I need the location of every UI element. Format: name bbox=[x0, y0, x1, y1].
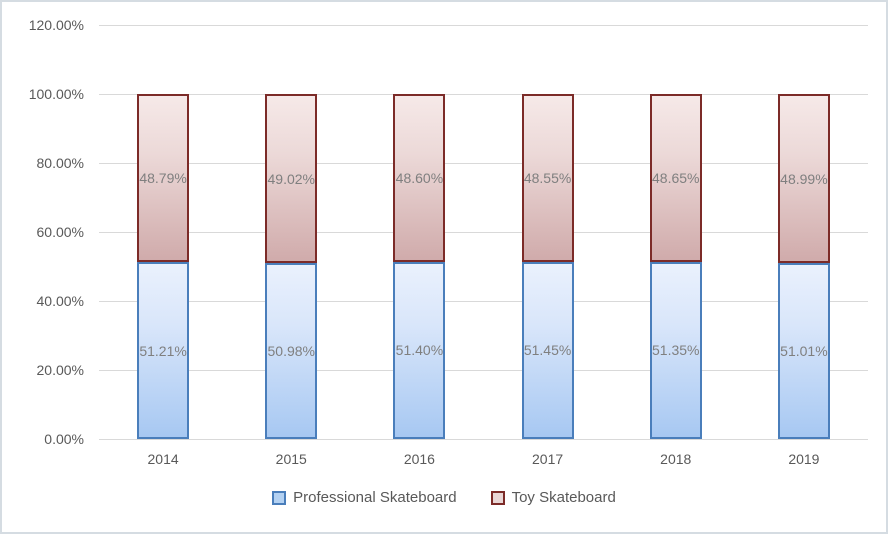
gridline-20 bbox=[99, 370, 868, 371]
x-tick-label: 2016 bbox=[403, 451, 435, 467]
gridline-60 bbox=[99, 232, 868, 233]
data-label: 51.45% bbox=[523, 342, 572, 359]
gridline-100 bbox=[99, 94, 868, 95]
bar-stack-2016: 51.40% 48.60% bbox=[393, 25, 446, 439]
gridline-120 bbox=[99, 25, 868, 26]
bar-stack-2014: 51.21% 48.79% bbox=[137, 25, 190, 439]
gridline-80 bbox=[99, 163, 868, 164]
bar-segment-2019-toy[interactable] bbox=[777, 94, 830, 264]
bar-segment-2017-toy[interactable] bbox=[521, 94, 574, 262]
plot-area: 51.21% 48.79% 50.98% 49.02% 51.40% 48.60% 51.4… bbox=[99, 25, 868, 440]
legend: Professional Skateboard Toy Skateboard bbox=[2, 489, 886, 506]
bar-segment-2015-toy[interactable] bbox=[265, 94, 318, 264]
bar-segment-2016-toy[interactable] bbox=[393, 94, 446, 262]
y-tick-label: 100.00% bbox=[28, 86, 84, 102]
y-tick-label: 20.00% bbox=[36, 362, 84, 378]
x-tick-label: 2017 bbox=[532, 451, 564, 467]
bar-segment-2019-professional[interactable] bbox=[777, 263, 830, 439]
x-tick-label: 2015 bbox=[275, 451, 307, 467]
data-label: 48.55% bbox=[523, 169, 572, 186]
gridline-0 bbox=[99, 439, 868, 440]
data-label: 51.01% bbox=[780, 343, 828, 359]
bar-segment-2014-professional[interactable] bbox=[137, 262, 190, 439]
legend-item-toy-skateboard[interactable]: Toy Skateboard bbox=[490, 489, 616, 506]
y-tick-label: 0.00% bbox=[44, 431, 84, 447]
bar-segment-2017-professional[interactable] bbox=[521, 261, 574, 439]
legend-marker-icon bbox=[490, 490, 505, 505]
data-label: 51.21% bbox=[139, 342, 187, 359]
legend-label: Toy Skateboard bbox=[511, 489, 616, 506]
data-label: 51.40% bbox=[395, 342, 444, 359]
x-tick-label: 2019 bbox=[788, 451, 820, 467]
x-tick-label: 2014 bbox=[147, 451, 179, 467]
bar-stack-2018: 51.35% 48.65% bbox=[649, 25, 702, 439]
y-tick-label: 40.00% bbox=[36, 293, 84, 309]
y-tick-label: 80.00% bbox=[36, 155, 84, 171]
x-tick-label: 2018 bbox=[660, 451, 692, 467]
y-tick-label: 120.00% bbox=[28, 17, 84, 33]
bar-stack-2017: 51.45% 48.55% bbox=[521, 25, 574, 439]
bar-segment-2014-toy[interactable] bbox=[137, 94, 190, 263]
data-label: 48.99% bbox=[780, 170, 828, 187]
data-label: 50.98% bbox=[267, 343, 315, 360]
y-tick-label: 60.00% bbox=[36, 224, 84, 240]
data-label: 49.02% bbox=[267, 170, 315, 187]
bar-segment-2016-professional[interactable] bbox=[393, 261, 446, 439]
legend-label: Professional Skateboard bbox=[293, 489, 457, 506]
data-label: 48.79% bbox=[139, 170, 187, 187]
bar-stack-2019: 51.01% 48.99% bbox=[777, 25, 830, 439]
data-label: 51.35% bbox=[652, 342, 700, 359]
legend-item-professional-skateboard[interactable]: Professional Skateboard bbox=[272, 489, 457, 506]
bar-segment-2015-professional[interactable] bbox=[265, 263, 318, 439]
bar-segment-2018-toy[interactable] bbox=[649, 94, 702, 262]
legend-marker-icon bbox=[272, 490, 287, 505]
data-label: 48.65% bbox=[652, 169, 700, 186]
bar-segment-2018-professional[interactable] bbox=[649, 261, 702, 439]
gridline-40 bbox=[99, 301, 868, 302]
data-label: 48.60% bbox=[395, 169, 444, 186]
bar-stack-2015: 50.98% 49.02% bbox=[265, 25, 318, 439]
